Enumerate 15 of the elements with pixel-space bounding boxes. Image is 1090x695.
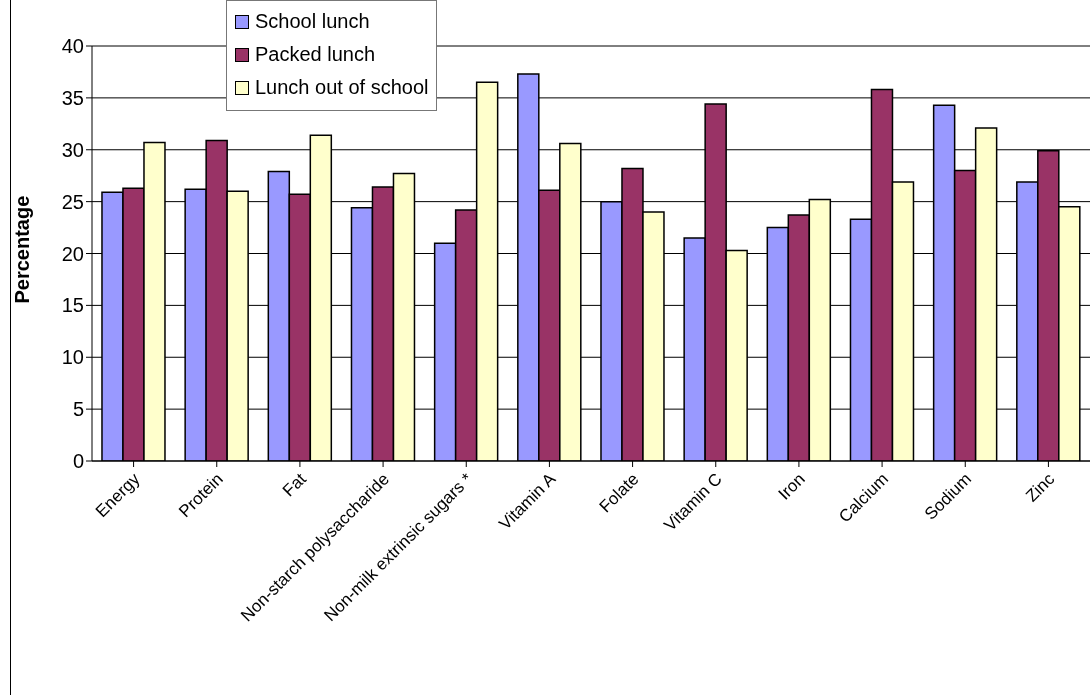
y-tick-label: 15 bbox=[61, 294, 84, 317]
y-tick-label: 40 bbox=[61, 35, 84, 58]
y-tick-label: 35 bbox=[61, 86, 84, 109]
legend-label: Packed lunch bbox=[255, 42, 376, 67]
y-tick-label: 30 bbox=[61, 138, 84, 161]
legend-label: Lunch out of school bbox=[255, 75, 429, 100]
y-tick-label: 20 bbox=[61, 242, 84, 265]
y-tick-label: 10 bbox=[61, 346, 84, 369]
x-tick-label: Iron bbox=[774, 469, 809, 504]
y-tick-label: 25 bbox=[61, 190, 84, 213]
legend-label: School lunch bbox=[255, 9, 370, 34]
y-tick-label: 5 bbox=[72, 398, 84, 421]
y-tick-label: 0 bbox=[72, 450, 84, 473]
y-axis-title: Percentage bbox=[11, 195, 34, 304]
x-tick-label: Zinc bbox=[1022, 469, 1059, 506]
